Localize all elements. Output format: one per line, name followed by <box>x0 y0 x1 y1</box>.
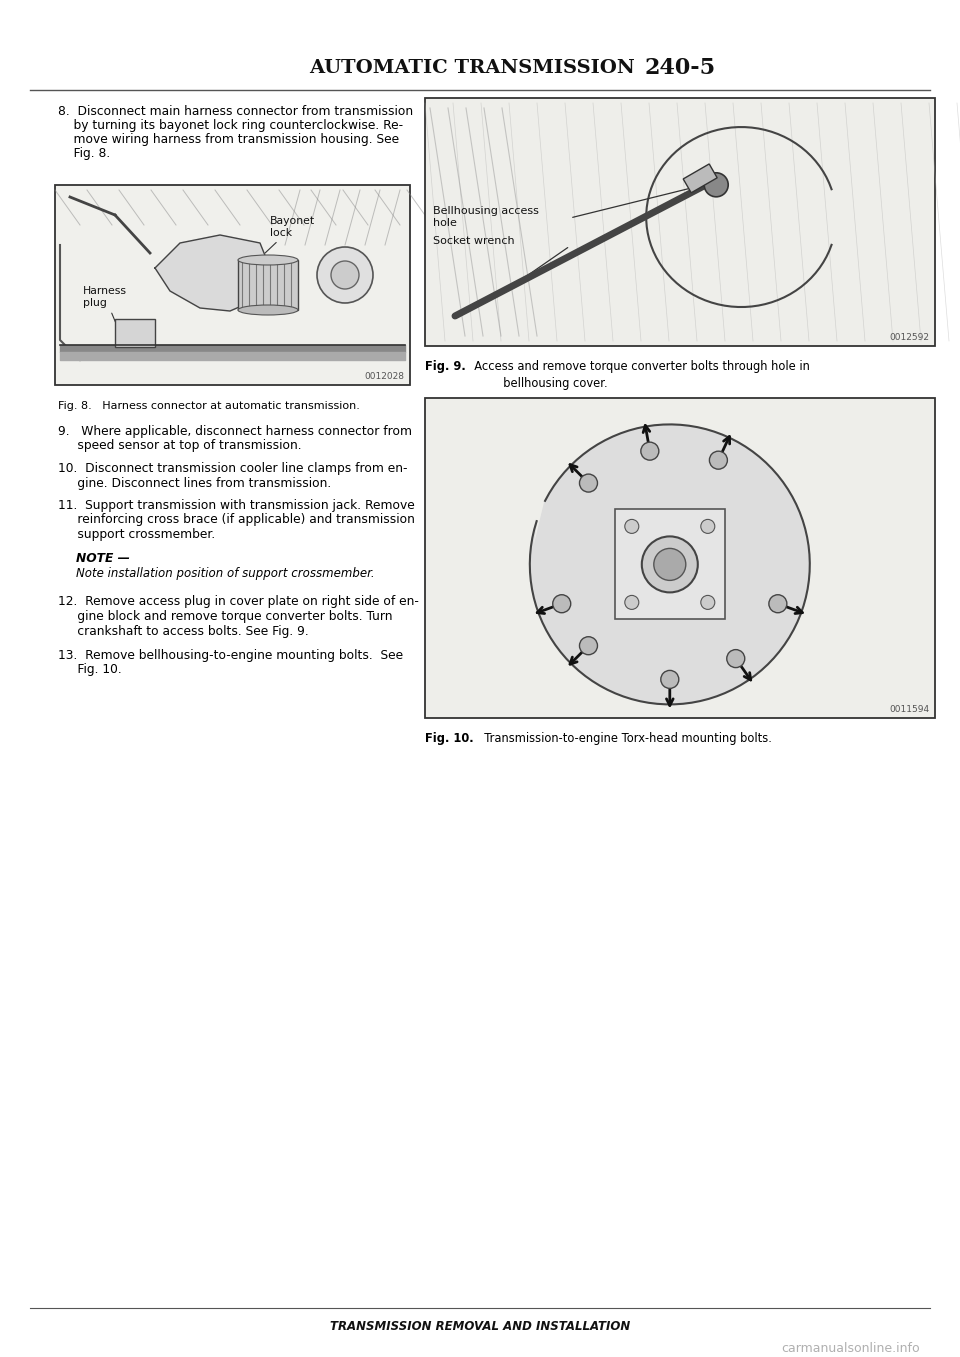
Text: gine. Disconnect lines from transmission.: gine. Disconnect lines from transmission… <box>58 476 331 490</box>
Text: speed sensor at top of transmission.: speed sensor at top of transmission. <box>58 440 301 452</box>
Circle shape <box>727 650 745 668</box>
Ellipse shape <box>238 255 298 265</box>
Text: NOTE —: NOTE — <box>76 552 130 566</box>
Polygon shape <box>155 235 270 311</box>
Text: Access and remove torque converter bolts through hole in
          bellhousing c: Access and remove torque converter bolts… <box>467 360 810 389</box>
Text: 9.   Where applicable, disconnect harness connector from: 9. Where applicable, disconnect harness … <box>58 425 412 438</box>
Bar <box>238 261 298 309</box>
Text: Bayonet
lock: Bayonet lock <box>265 216 315 254</box>
Text: 8.  Disconnect main harness connector from transmission: 8. Disconnect main harness connector fro… <box>58 104 413 118</box>
Circle shape <box>641 442 659 460</box>
Text: Fig. 10.: Fig. 10. <box>58 664 122 677</box>
Text: Socket wrench: Socket wrench <box>433 236 515 246</box>
Text: reinforcing cross brace (if applicable) and transmission: reinforcing cross brace (if applicable) … <box>58 513 415 527</box>
Circle shape <box>331 261 359 289</box>
Circle shape <box>580 474 597 493</box>
Circle shape <box>709 451 728 470</box>
Text: 11.  Support transmission with transmission jack. Remove: 11. Support transmission with transmissi… <box>58 499 415 512</box>
Circle shape <box>701 520 715 533</box>
Circle shape <box>580 636 597 654</box>
Text: gine block and remove torque converter bolts. Turn: gine block and remove torque converter b… <box>58 611 393 623</box>
Text: 0011594: 0011594 <box>889 706 929 714</box>
Circle shape <box>660 670 679 688</box>
Text: support crossmember.: support crossmember. <box>58 528 215 541</box>
Text: Bellhousing access
hole: Bellhousing access hole <box>433 206 539 228</box>
Bar <box>115 319 155 347</box>
Text: Fig. 8.   Harness connector at automatic transmission.: Fig. 8. Harness connector at automatic t… <box>58 402 360 411</box>
Circle shape <box>317 247 373 303</box>
Text: Fig. 8.: Fig. 8. <box>58 147 110 160</box>
Circle shape <box>553 594 571 613</box>
Text: Fig. 10.: Fig. 10. <box>425 731 473 745</box>
Text: AUTOMATIC TRANSMISSION: AUTOMATIC TRANSMISSION <box>309 58 635 77</box>
Bar <box>684 164 717 193</box>
Circle shape <box>654 548 685 581</box>
Circle shape <box>625 520 638 533</box>
Bar <box>425 398 935 718</box>
Text: Fig. 9.: Fig. 9. <box>425 360 466 373</box>
Ellipse shape <box>238 305 298 315</box>
Circle shape <box>705 172 729 197</box>
Bar <box>614 509 725 619</box>
Bar <box>55 185 410 385</box>
Text: by turning its bayonet lock ring counterclockwise. Re-: by turning its bayonet lock ring counter… <box>58 119 403 132</box>
Text: carmanualsonline.info: carmanualsonline.info <box>781 1342 920 1354</box>
Circle shape <box>642 536 698 593</box>
Text: 13.  Remove bellhousing-to-engine mounting bolts.  See: 13. Remove bellhousing-to-engine mountin… <box>58 649 403 662</box>
Text: Note installation position of support crossmember.: Note installation position of support cr… <box>76 567 374 579</box>
Bar <box>425 98 935 346</box>
Text: Transmission-to-engine Torx-head mounting bolts.: Transmission-to-engine Torx-head mountin… <box>477 731 772 745</box>
Text: 0012592: 0012592 <box>889 332 929 342</box>
Text: move wiring harness from transmission housing. See: move wiring harness from transmission ho… <box>58 133 399 147</box>
Polygon shape <box>530 425 810 704</box>
Text: TRANSMISSION REMOVAL AND INSTALLATION: TRANSMISSION REMOVAL AND INSTALLATION <box>330 1319 630 1333</box>
Circle shape <box>625 596 638 609</box>
Circle shape <box>701 596 715 609</box>
Text: crankshaft to access bolts. See Fig. 9.: crankshaft to access bolts. See Fig. 9. <box>58 624 309 638</box>
Text: 240-5: 240-5 <box>645 57 716 79</box>
Text: 10.  Disconnect transmission cooler line clamps from en-: 10. Disconnect transmission cooler line … <box>58 461 407 475</box>
Circle shape <box>769 594 787 613</box>
Text: 0012028: 0012028 <box>364 372 404 381</box>
Text: 12.  Remove access plug in cover plate on right side of en-: 12. Remove access plug in cover plate on… <box>58 596 419 608</box>
Text: Harness
plug: Harness plug <box>83 286 127 331</box>
